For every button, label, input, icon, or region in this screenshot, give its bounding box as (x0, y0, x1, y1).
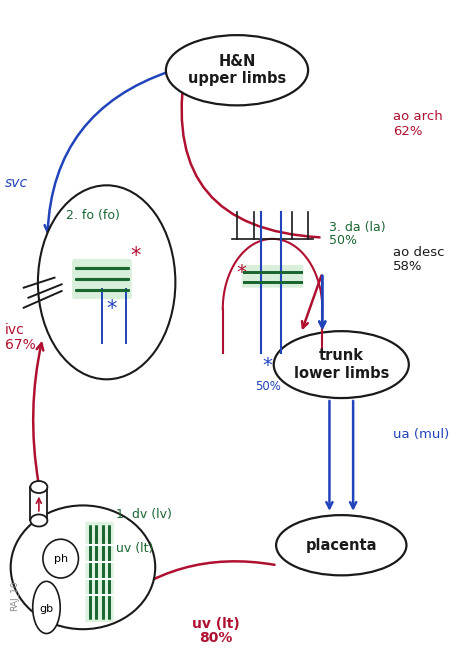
Ellipse shape (274, 331, 409, 398)
Text: ao arch: ao arch (393, 110, 443, 123)
Text: RAJ_10: RAJ_10 (10, 580, 19, 611)
Text: placenta: placenta (306, 538, 377, 553)
Ellipse shape (30, 514, 47, 527)
FancyBboxPatch shape (242, 265, 303, 288)
Text: 62%: 62% (393, 125, 423, 138)
Text: 1. dv (lv): 1. dv (lv) (116, 508, 172, 521)
Text: *: * (106, 299, 117, 319)
FancyBboxPatch shape (85, 522, 114, 622)
Bar (30, 487, 47, 520)
Text: gb: gb (39, 604, 54, 613)
Text: uv (lt): uv (lt) (116, 542, 154, 555)
Text: 3. da (la): 3. da (la) (329, 221, 386, 233)
Ellipse shape (33, 581, 60, 634)
Text: ivc: ivc (5, 324, 25, 337)
Text: 50%: 50% (255, 379, 281, 393)
Text: 50%: 50% (329, 234, 357, 247)
Ellipse shape (166, 35, 308, 105)
Ellipse shape (38, 185, 175, 379)
Text: svc: svc (5, 177, 28, 190)
Text: ph: ph (54, 554, 68, 563)
Text: trunk
lower limbs: trunk lower limbs (293, 349, 389, 381)
Text: ua (mul): ua (mul) (393, 428, 450, 441)
Text: *: * (237, 263, 246, 282)
Text: *: * (130, 246, 140, 266)
Ellipse shape (276, 515, 406, 575)
Text: 58%: 58% (393, 260, 423, 273)
Ellipse shape (43, 539, 78, 578)
Text: ao desc: ao desc (393, 246, 445, 258)
Ellipse shape (10, 506, 155, 629)
Text: 80%: 80% (199, 632, 232, 645)
Text: *: * (263, 357, 273, 375)
Text: 2. fo (fo): 2. fo (fo) (66, 209, 120, 222)
FancyBboxPatch shape (72, 259, 132, 299)
Ellipse shape (30, 481, 47, 493)
Text: 67%: 67% (5, 339, 36, 352)
Text: uv (lt): uv (lt) (192, 617, 239, 630)
Text: H&N
upper limbs: H&N upper limbs (188, 54, 286, 86)
